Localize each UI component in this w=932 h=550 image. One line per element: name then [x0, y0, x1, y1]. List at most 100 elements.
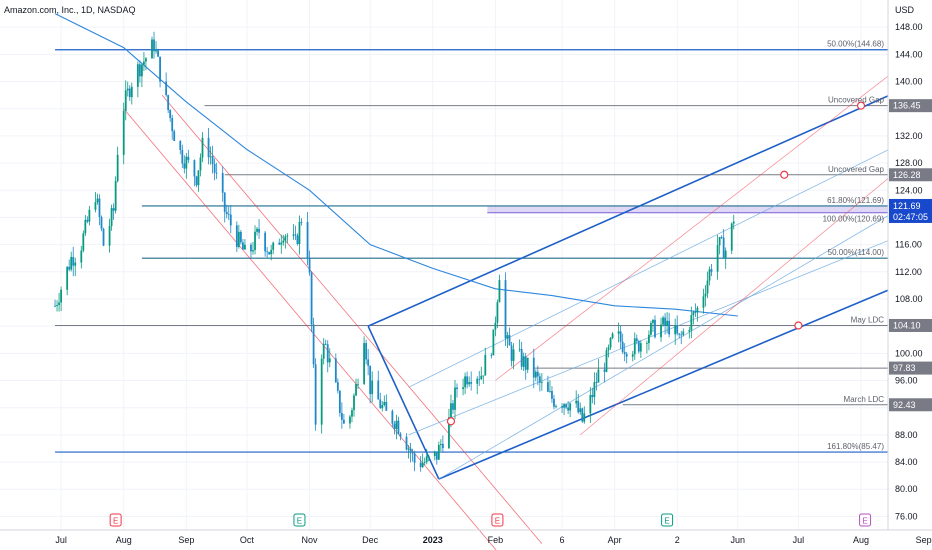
candle-body: [237, 231, 240, 247]
time-tick-label: 6: [560, 535, 565, 545]
target-marker: [446, 417, 456, 426]
candle-body: [536, 371, 539, 377]
candle-body: [110, 208, 113, 227]
candle-body: [425, 456, 428, 463]
candle-body: [310, 272, 313, 325]
level-label: March LDC: [844, 395, 885, 404]
candle-body: [720, 237, 723, 238]
candle-body: [227, 214, 230, 215]
candle-body: [221, 173, 224, 193]
candle-body: [280, 242, 283, 245]
candle-body: [561, 406, 563, 408]
candle-body: [421, 462, 424, 468]
candle-body: [215, 172, 218, 174]
price-badge-text: 136.45: [893, 101, 921, 111]
candle-body: [411, 452, 414, 454]
moving-average-line: [54, 13, 738, 317]
time-tick-label: Jul: [793, 535, 805, 545]
candle-body: [201, 137, 204, 158]
level-label: 100.00%(120.69): [823, 215, 885, 224]
candle-body: [286, 235, 289, 237]
price-badge-bg: [889, 168, 932, 182]
fib-band: [487, 205, 888, 213]
descending-channel-line: [161, 94, 543, 544]
candle-body: [294, 234, 297, 236]
candle-body: [494, 322, 497, 330]
candle-body: [308, 258, 311, 273]
candle-body: [326, 344, 329, 363]
markers: [446, 101, 866, 426]
candle-body: [379, 399, 382, 409]
price-badge-text: 97.83: [893, 363, 916, 373]
candle-body: [282, 240, 285, 243]
candle-body: [563, 404, 565, 408]
candle-body: [143, 61, 145, 65]
candle-body: [193, 160, 196, 177]
horizontal-levels: [55, 49, 888, 453]
candle-body: [159, 56, 161, 82]
candle-body: [478, 378, 481, 380]
candle-body: [490, 354, 493, 356]
target-marker: [856, 101, 866, 110]
candle-body: [252, 250, 254, 252]
candle-body: [349, 416, 351, 424]
candle-body: [593, 382, 596, 398]
candle-body: [72, 256, 75, 266]
candle-body: [244, 244, 246, 250]
earnings-event-letter: E: [297, 517, 302, 526]
candle-body: [155, 50, 157, 52]
candle-body: [187, 156, 190, 161]
candle-body: [553, 398, 555, 407]
price-tick-label: 88.00: [895, 430, 918, 440]
candle-body: [597, 369, 600, 383]
candle-body: [94, 202, 97, 210]
candle-body: [199, 157, 202, 171]
candle-body: [639, 343, 642, 352]
candle-body: [555, 406, 557, 407]
level-label: Uncovered Gap: [828, 96, 885, 105]
candle-body: [296, 235, 299, 244]
candle-body: [496, 302, 499, 323]
price-badge-text: 92.43: [893, 400, 916, 410]
price-tick-label: 116.00: [895, 240, 922, 250]
candle-body: [522, 356, 525, 367]
earnings-event-letter: E: [495, 517, 500, 526]
countdown-text: 02:47:05: [893, 212, 928, 222]
candle-body: [595, 382, 598, 383]
candle-body: [718, 237, 721, 246]
time-tick-label: Jun: [731, 535, 746, 545]
candle-body: [197, 170, 200, 186]
candle-body: [452, 403, 454, 410]
candle-body: [395, 420, 398, 429]
candle-body: [365, 343, 368, 360]
candle-body: [492, 329, 495, 356]
time-tick-label: Aug: [116, 535, 132, 545]
candle-body: [569, 403, 572, 411]
time-tick-label: Sep: [178, 535, 194, 545]
level-label: 50.00%(144.68): [827, 40, 884, 49]
time-tick-label: Apr: [608, 535, 622, 545]
candle-body: [409, 448, 412, 453]
red-parallel-line: [580, 141, 932, 436]
candle-body: [688, 330, 691, 332]
candle-body: [666, 320, 668, 326]
candle-body: [292, 234, 295, 236]
candle-body: [298, 221, 301, 244]
candle-body: [662, 317, 664, 325]
candle-body: [716, 245, 719, 272]
candle-body: [351, 410, 353, 417]
candle-body: [682, 331, 685, 335]
candle-body: [235, 225, 238, 247]
candle-body: [676, 325, 679, 334]
candle-body: [423, 462, 426, 463]
time-tick-label: 2: [675, 535, 680, 545]
price-badge-bg: [889, 361, 932, 375]
candle-body: [605, 350, 608, 372]
candle-body: [708, 269, 711, 281]
candle-body: [141, 64, 143, 77]
candle-body: [702, 296, 705, 308]
candle-body: [631, 354, 634, 357]
candle-body: [151, 39, 153, 59]
